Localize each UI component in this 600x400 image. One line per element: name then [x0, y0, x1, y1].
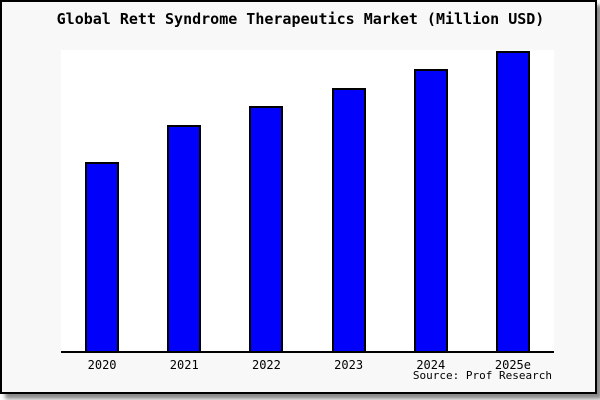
bar-2021: [167, 125, 202, 351]
source-note: Source: Prof Research: [412, 369, 552, 382]
x-tick-label-2025e: 2025e: [494, 358, 531, 372]
x-tick-label-2023: 2023: [334, 358, 364, 372]
bar-slot: [143, 50, 225, 351]
x-tick-label-2024: 2024: [416, 358, 446, 372]
bar-2023: [331, 88, 366, 351]
bar-slot: [472, 50, 554, 351]
bar-2020: [85, 162, 120, 351]
bar-slot: [225, 50, 307, 351]
chart-title: Global Rett Syndrome Therapeutics Market…: [56, 10, 545, 28]
x-tick-label-2021: 2021: [169, 358, 199, 372]
bar-slot: [61, 50, 143, 351]
plot-area: [61, 50, 554, 353]
x-tick-label-2020: 2020: [87, 358, 117, 372]
bar-slot: [308, 50, 390, 351]
bar-slot: [390, 50, 472, 351]
bar-2022: [249, 106, 284, 351]
bar-2024: [413, 69, 448, 351]
bar-2025e: [495, 51, 530, 351]
x-tick-label-2022: 2022: [251, 358, 281, 372]
bars-container: [61, 50, 554, 351]
x-axis-line: [61, 351, 554, 353]
x-axis-labels: 2020 2021 2022 2023 2024 2025e: [61, 358, 554, 372]
